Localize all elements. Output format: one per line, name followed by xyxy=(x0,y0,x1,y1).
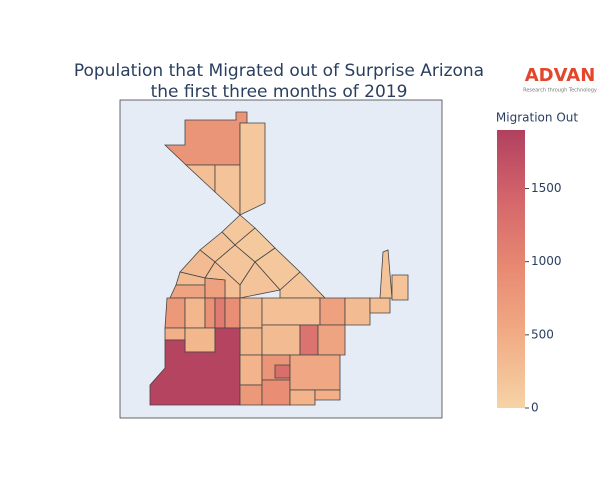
colorbar-tick-label: 1500 xyxy=(531,181,562,195)
colorbar-tick-label: 0 xyxy=(531,401,539,415)
region xyxy=(289,354,341,391)
region xyxy=(391,274,409,301)
region xyxy=(224,297,241,329)
region xyxy=(239,297,263,329)
region xyxy=(261,324,301,356)
region xyxy=(317,324,346,356)
colorbar-tick-label: 500 xyxy=(531,327,554,341)
region xyxy=(184,297,206,329)
colorbar xyxy=(497,130,525,408)
region xyxy=(289,389,316,406)
colorbar-tick-label: 1000 xyxy=(531,254,562,268)
region xyxy=(369,297,391,314)
region xyxy=(239,327,263,356)
title-line-2: the first three months of 2019 xyxy=(151,82,408,102)
logo-tagline: Research through Technology xyxy=(523,88,597,94)
logo: ADVAN xyxy=(525,65,596,86)
region xyxy=(299,324,319,356)
region xyxy=(261,379,291,406)
region xyxy=(261,297,321,326)
colorbar-title: Migration Out xyxy=(496,111,578,125)
title-line-1: Population that Migrated out of Surprise… xyxy=(74,61,484,81)
region xyxy=(274,364,291,379)
region xyxy=(169,284,206,299)
region xyxy=(319,297,346,326)
region xyxy=(214,297,226,329)
region xyxy=(149,327,241,406)
region xyxy=(314,389,341,401)
region xyxy=(344,297,371,326)
region xyxy=(239,384,263,406)
region xyxy=(184,327,216,353)
region xyxy=(204,297,216,329)
region xyxy=(239,122,266,216)
region xyxy=(204,277,226,299)
region xyxy=(164,327,186,341)
region xyxy=(164,297,186,329)
region xyxy=(239,354,263,386)
